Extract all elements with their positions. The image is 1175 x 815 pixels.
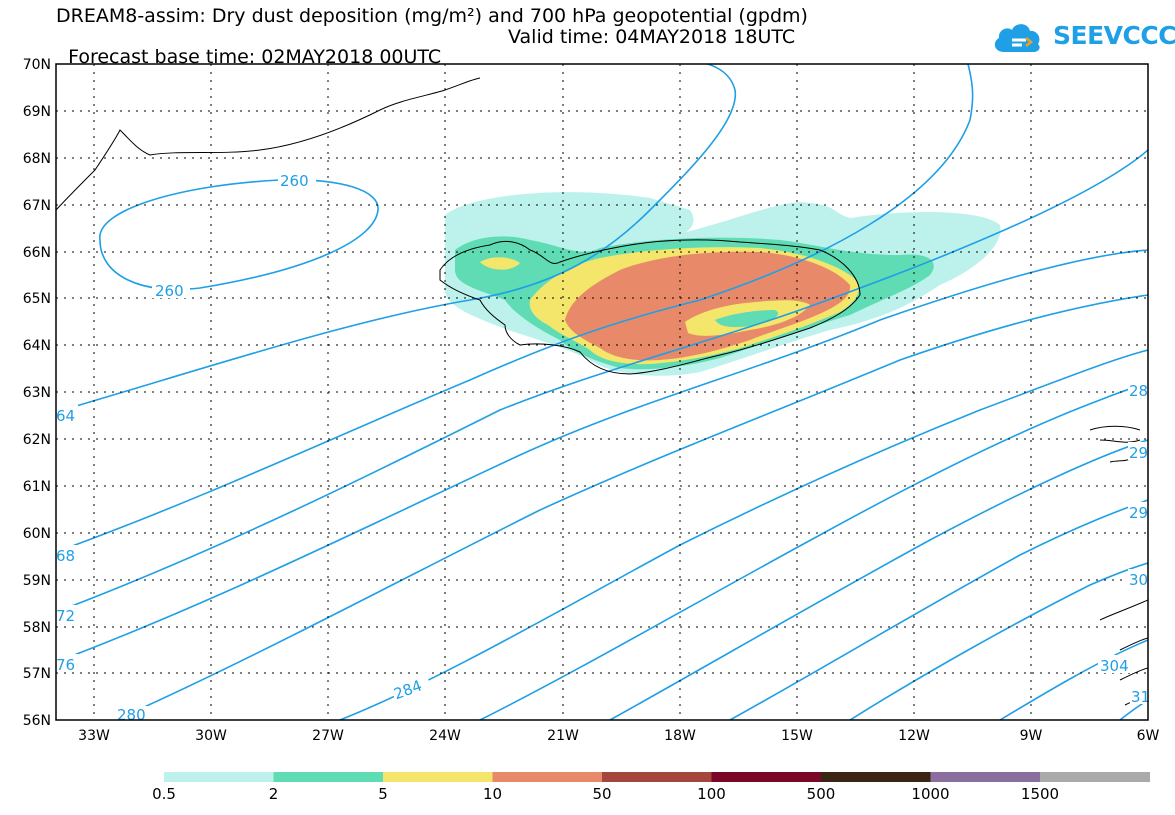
- svg-text:66N: 66N: [23, 245, 51, 261]
- svg-text:69N: 69N: [23, 104, 51, 120]
- contour-label: 29: [1129, 444, 1148, 462]
- contour-272: [56, 149, 1148, 613]
- contour-300: [849, 562, 1148, 720]
- svg-text:30W: 30W: [195, 728, 227, 744]
- contour-264: [56, 64, 737, 413]
- svg-text:68N: 68N: [23, 151, 51, 167]
- svg-text:33W: 33W: [78, 728, 110, 744]
- contour-label: 30: [1129, 571, 1148, 589]
- legend-swatch: [1040, 772, 1150, 782]
- svg-text:70N: 70N: [23, 57, 51, 73]
- contour-296: [729, 499, 1148, 720]
- legend-label: 100: [697, 785, 726, 803]
- title-line-2: Forecast base time: 02MAY2018 00UTC Vali…: [56, 27, 795, 87]
- norway-coast: [1099, 599, 1148, 706]
- contour-label: 28: [1129, 382, 1148, 400]
- svg-text:64N: 64N: [23, 338, 51, 354]
- map-frame: [55, 63, 1149, 721]
- contour-276: [56, 249, 1148, 663]
- legend-label: 0.5: [152, 785, 176, 803]
- contour-280: [119, 294, 1148, 719]
- svg-text:67N: 67N: [23, 198, 51, 214]
- legend-labels: 0.5 2 5 10 50 100 500 1000 1500: [152, 785, 1059, 803]
- forecast-base-time: Forecast base time: 02MAY2018 00UTC: [68, 46, 442, 68]
- legend-swatch: [821, 772, 931, 782]
- legend-swatch: [930, 772, 1041, 782]
- svg-text:62N: 62N: [23, 432, 51, 448]
- legend-label: 2: [269, 785, 279, 803]
- svg-text:61N: 61N: [23, 479, 51, 495]
- svg-text:15W: 15W: [781, 728, 813, 744]
- contour-labels: 260 260 64 68 72 76 280 284 28 29 29 30 …: [56, 170, 1150, 724]
- coastlines: [56, 77, 1148, 706]
- contour-label: 29: [1129, 504, 1148, 522]
- dust-5-region: [480, 257, 520, 270]
- svg-text:60N: 60N: [23, 526, 51, 542]
- svg-text:56N: 56N: [23, 713, 51, 729]
- legend-label: 1500: [1021, 785, 1059, 803]
- svg-text:9W: 9W: [1020, 728, 1043, 744]
- legend-label: 10: [483, 785, 502, 803]
- legend-swatch: [492, 772, 603, 782]
- contour-label: 260: [155, 282, 184, 300]
- logo-text: SEEVCCC: [1053, 21, 1175, 50]
- longitude-labels: 33W 30W 27W 24W 21W 18W 15W 12W 9W 6W: [78, 728, 1159, 744]
- svg-text:6W: 6W: [1137, 728, 1160, 744]
- title-line-1: DREAM8-assim: Dry dust deposition (mg/m²…: [56, 5, 808, 27]
- contour-label: 76: [56, 656, 75, 674]
- contour-288: [479, 382, 1148, 720]
- legend-swatch: [602, 772, 712, 782]
- svg-text:12W: 12W: [898, 728, 930, 744]
- iceland-coast: [439, 239, 861, 375]
- svg-text:63N: 63N: [23, 385, 51, 401]
- contour-304: [999, 639, 1148, 720]
- contour-label: 68: [56, 547, 75, 565]
- graticule: [56, 64, 1148, 720]
- contour-label: 64: [56, 407, 75, 425]
- contour-label: 31: [1131, 688, 1150, 706]
- legend-swatches: [164, 772, 1150, 782]
- legend-swatch: [711, 772, 822, 782]
- valid-time: Valid time: 04MAY2018 18UTC: [508, 26, 796, 48]
- svg-text:18W: 18W: [664, 728, 696, 744]
- contour-label: 304: [1100, 657, 1129, 675]
- svg-text:24W: 24W: [429, 728, 461, 744]
- svg-text:65N: 65N: [23, 291, 51, 307]
- legend-label: 1000: [911, 785, 949, 803]
- legend-label: 500: [807, 785, 836, 803]
- svg-text:59N: 59N: [23, 573, 51, 589]
- dust-10-region: [565, 251, 851, 361]
- svg-text:27W: 27W: [312, 728, 344, 744]
- dust-0.5-region: [780, 228, 840, 242]
- legend-swatch: [164, 772, 274, 782]
- contour-label: 72: [56, 607, 75, 625]
- contour-284: [339, 349, 1148, 720]
- legend-swatch: [273, 772, 384, 782]
- greenland-coast: [56, 77, 481, 211]
- contour-label: 260: [280, 172, 309, 190]
- contour-268: [56, 64, 974, 553]
- cloud-icon: [994, 24, 1040, 52]
- latitude-labels: 70N 69N 68N 67N 66N 65N 64N 63N 62N 61N …: [23, 57, 51, 729]
- svg-text:21W: 21W: [547, 728, 579, 744]
- svg-text:58N: 58N: [23, 620, 51, 636]
- dust-deposition-field: [445, 192, 1001, 376]
- legend-label: 50: [592, 785, 611, 803]
- legend-swatch: [383, 772, 493, 782]
- geopotential-contours: [56, 64, 1148, 720]
- contour-292: [609, 439, 1148, 720]
- legend-label: 5: [378, 785, 388, 803]
- svg-text:57N: 57N: [23, 666, 51, 682]
